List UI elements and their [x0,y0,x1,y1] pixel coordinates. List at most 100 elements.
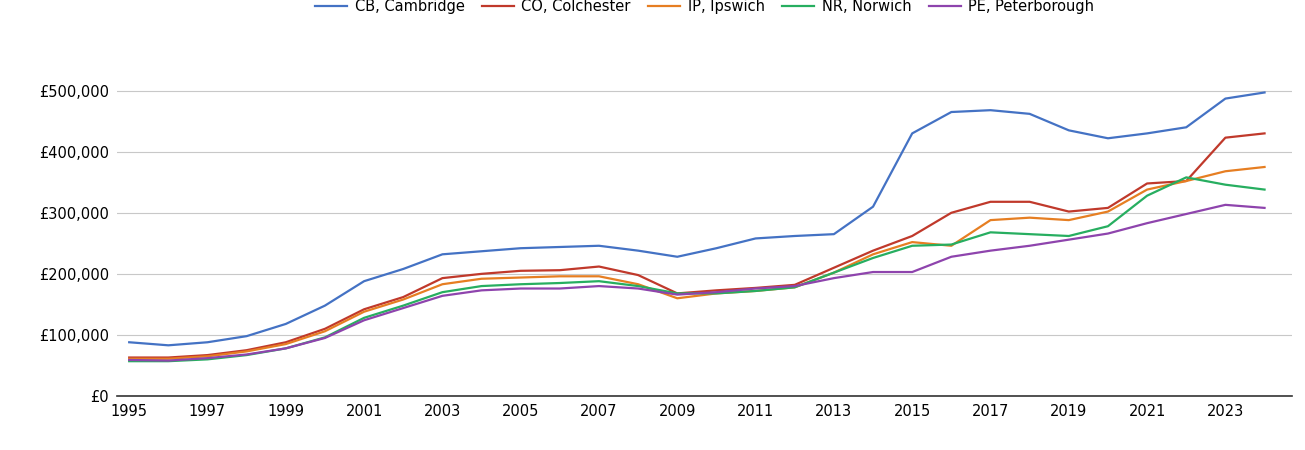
CB, Cambridge [317,303,333,308]
CO, Colchester [748,285,763,291]
PE, Peterborough [435,293,450,298]
CO, Colchester [709,288,724,293]
IP, Ipswich [826,270,842,275]
IP, Ipswich [748,288,763,294]
CB, Cambridge [356,279,372,284]
Legend: CB, Cambridge, CO, Colchester, IP, Ipswich, NR, Norwich, PE, Peterborough: CB, Cambridge, CO, Colchester, IP, Ipswi… [309,0,1100,19]
NR, Norwich [787,284,803,290]
NR, Norwich [1218,182,1233,187]
NR, Norwich [200,357,215,362]
CB, Cambridge [787,233,803,238]
NR, Norwich [748,288,763,294]
CB, Cambridge [513,246,529,251]
CB, Cambridge [552,244,568,250]
CO, Colchester [1139,181,1155,186]
CB, Cambridge [395,266,411,272]
CO, Colchester [552,267,568,273]
PE, Peterborough [983,248,998,253]
NR, Norwich [435,289,450,295]
IP, Ipswich [1139,187,1155,192]
CO, Colchester [1178,178,1194,184]
CO, Colchester [121,355,137,360]
PE, Peterborough [1061,237,1077,243]
NR, Norwich [1100,224,1116,229]
NR, Norwich [317,335,333,340]
CB, Cambridge [239,333,254,339]
PE, Peterborough [1100,231,1116,236]
PE, Peterborough [356,318,372,323]
PE, Peterborough [1139,220,1155,226]
NR, Norwich [278,346,294,351]
NR, Norwich [591,279,607,284]
IP, Ipswich [1257,164,1272,170]
NR, Norwich [1022,231,1037,237]
CO, Colchester [630,272,646,278]
Line: PE, Peterborough: PE, Peterborough [129,205,1265,360]
CO, Colchester [395,294,411,300]
PE, Peterborough [865,269,881,274]
CO, Colchester [1218,135,1233,140]
IP, Ipswich [121,356,137,361]
NR, Norwich [865,255,881,261]
NR, Norwich [121,359,137,364]
NR, Norwich [513,282,529,287]
NR, Norwich [826,270,842,275]
CB, Cambridge [865,204,881,209]
NR, Norwich [239,352,254,358]
IP, Ipswich [278,342,294,347]
CO, Colchester [669,291,685,296]
NR, Norwich [395,303,411,308]
PE, Peterborough [944,254,959,260]
CO, Colchester [944,210,959,216]
IP, Ipswich [200,354,215,359]
PE, Peterborough [239,352,254,357]
IP, Ipswich [317,328,333,334]
PE, Peterborough [1257,205,1272,211]
PE, Peterborough [317,335,333,341]
PE, Peterborough [161,358,176,363]
PE, Peterborough [1178,212,1194,217]
PE, Peterborough [826,275,842,281]
CO, Colchester [787,282,803,288]
IP, Ipswich [904,239,920,245]
NR, Norwich [630,284,646,289]
NR, Norwich [1178,175,1194,180]
Line: IP, Ipswich: IP, Ipswich [129,167,1265,359]
CB, Cambridge [161,342,176,348]
Line: NR, Norwich: NR, Norwich [129,177,1265,361]
PE, Peterborough [121,357,137,363]
PE, Peterborough [513,286,529,291]
NR, Norwich [944,242,959,247]
IP, Ipswich [1061,217,1077,223]
CB, Cambridge [1061,128,1077,133]
CO, Colchester [591,264,607,269]
NR, Norwich [356,315,372,320]
PE, Peterborough [200,356,215,361]
IP, Ipswich [356,309,372,315]
CO, Colchester [826,265,842,270]
CB, Cambridge [474,248,489,254]
CO, Colchester [435,275,450,281]
PE, Peterborough [278,346,294,351]
CO, Colchester [1061,209,1077,214]
IP, Ipswich [591,274,607,279]
IP, Ipswich [1178,178,1194,184]
IP, Ipswich [474,276,489,281]
CO, Colchester [1100,205,1116,211]
PE, Peterborough [1022,243,1037,248]
CO, Colchester [1022,199,1037,204]
CO, Colchester [161,355,176,360]
CB, Cambridge [904,130,920,136]
IP, Ipswich [435,282,450,287]
NR, Norwich [669,291,685,296]
PE, Peterborough [1218,202,1233,207]
CO, Colchester [904,233,920,238]
Line: CB, Cambridge: CB, Cambridge [129,93,1265,345]
NR, Norwich [904,243,920,248]
IP, Ipswich [983,217,998,223]
CO, Colchester [865,248,881,253]
CB, Cambridge [435,252,450,257]
CO, Colchester [474,271,489,277]
CB, Cambridge [748,236,763,241]
IP, Ipswich [1218,169,1233,174]
